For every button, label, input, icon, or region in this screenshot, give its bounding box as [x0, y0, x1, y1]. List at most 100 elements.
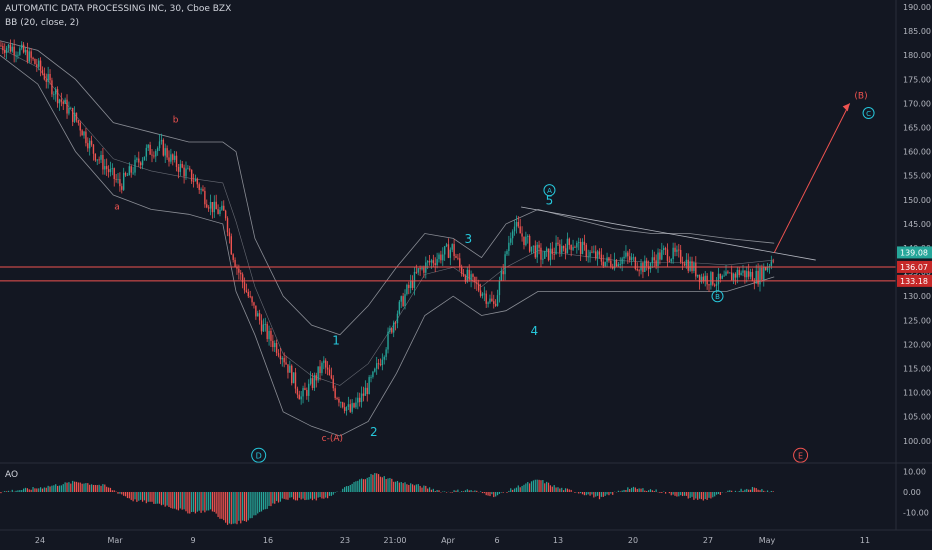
candle-body	[268, 330, 270, 339]
candle-body	[349, 404, 351, 412]
wave-label[interactable]: 5	[546, 194, 554, 208]
candle-body	[19, 48, 21, 55]
candle-body	[561, 246, 563, 253]
candle-body	[77, 120, 80, 123]
wave-label[interactable]: E	[798, 451, 803, 460]
candle-body	[581, 241, 584, 255]
candle-body	[179, 163, 182, 172]
candle-body	[141, 160, 144, 166]
main-pane[interactable]: b a 1 c-(A) 2 3 4 5A B (B) C D E	[0, 39, 896, 463]
wave-label[interactable]: C	[866, 110, 871, 118]
candle-body	[426, 261, 429, 263]
candle-body	[498, 280, 501, 296]
time-tick-label: 24	[35, 536, 45, 545]
candle-body	[336, 398, 338, 399]
wave-label[interactable]: B	[715, 293, 720, 301]
candle-body	[181, 163, 183, 168]
candle-body	[187, 168, 189, 170]
wave-label[interactable]: 1	[332, 333, 340, 347]
candle-body	[17, 54, 19, 56]
time-tick-label: 23	[340, 536, 350, 545]
candle-body	[73, 112, 76, 122]
candle-body	[538, 244, 540, 248]
candle-body	[124, 172, 127, 176]
candle-body	[9, 44, 12, 52]
candle-body	[572, 247, 574, 250]
candle-body	[681, 261, 684, 264]
candle-body	[738, 269, 740, 276]
candle-body	[564, 248, 567, 254]
candle-body	[510, 238, 512, 243]
candle-body	[764, 267, 767, 271]
candle-body	[689, 261, 691, 271]
time-tick-label: 16	[263, 536, 273, 545]
candle-body	[26, 49, 29, 62]
candle-body	[683, 263, 686, 266]
candle-body	[634, 257, 637, 269]
candle-body	[83, 131, 85, 136]
candle-body	[292, 372, 295, 384]
candle-body	[234, 259, 236, 267]
candle-body	[375, 363, 378, 369]
price-tick-label: 170.00	[903, 99, 931, 108]
candle-body	[13, 46, 15, 55]
candle-body	[58, 99, 61, 104]
wave-label[interactable]: 4	[531, 324, 539, 338]
wave-label[interactable]: a	[114, 202, 120, 212]
candle-body	[47, 74, 49, 82]
ao-label[interactable]: AO	[5, 470, 19, 480]
candle-body	[60, 99, 63, 102]
wave-label[interactable]: 3	[464, 232, 472, 246]
time-tick-label: 20	[628, 536, 638, 545]
last-price-tag	[897, 246, 932, 259]
candle-body	[247, 291, 249, 297]
candle-body	[94, 153, 97, 161]
candle-body	[753, 281, 756, 284]
candle-body	[126, 175, 129, 177]
price-axis[interactable]: 190.00 185.00 180.00 175.00 170.00 165.00 160.…	[895, 0, 932, 530]
candle-body	[702, 276, 705, 282]
wave-label[interactable]: c-(A)	[322, 434, 343, 444]
candle-body	[334, 388, 336, 399]
candle-body	[36, 64, 38, 67]
candle-body	[755, 270, 757, 284]
candle-body	[493, 301, 495, 304]
candle-body	[432, 260, 435, 264]
candle-body	[383, 356, 385, 360]
indicator-label[interactable]: BB (20, close, 2)	[5, 18, 80, 28]
candle-body	[562, 246, 565, 249]
wave-label[interactable]: 2	[370, 425, 378, 439]
candle-body	[166, 148, 168, 158]
price-tick-label: 155.00	[903, 172, 931, 181]
candle-body	[615, 260, 618, 267]
forecast-arrow-line[interactable]	[773, 103, 851, 254]
candle-body	[519, 226, 521, 234]
candle-body	[759, 267, 761, 285]
time-axis[interactable]: 24 Mar 9 16 23 21:00 Apr 6 13 20 27 May 11	[0, 529, 932, 545]
wave-label[interactable]: (B)	[854, 92, 867, 102]
candle-body	[430, 260, 433, 263]
level-price-tag	[897, 274, 932, 287]
wave-label[interactable]: D	[256, 451, 262, 460]
candle-body	[589, 251, 591, 257]
price-tick-label: 120.00	[903, 340, 931, 349]
candle-body	[296, 388, 299, 395]
candle-body	[544, 251, 546, 259]
candle-body	[672, 247, 674, 260]
candle-body	[128, 166, 131, 176]
candle-body	[51, 80, 53, 95]
wave-label[interactable]: A	[547, 187, 552, 195]
candle-body	[379, 364, 382, 366]
candle-body	[604, 261, 606, 267]
candle-body	[260, 320, 263, 332]
candle-body	[553, 253, 555, 255]
symbol-title[interactable]: AUTOMATIC DATA PROCESSING INC, 30, Cboe …	[5, 4, 232, 14]
wave-label[interactable]: b	[173, 116, 179, 126]
time-tick-label: 6	[494, 536, 499, 545]
candle-body	[75, 112, 78, 121]
candle-body	[598, 251, 601, 255]
candle-body	[479, 290, 482, 296]
candle-body	[87, 143, 89, 149]
trendline[interactable]	[521, 206, 816, 261]
